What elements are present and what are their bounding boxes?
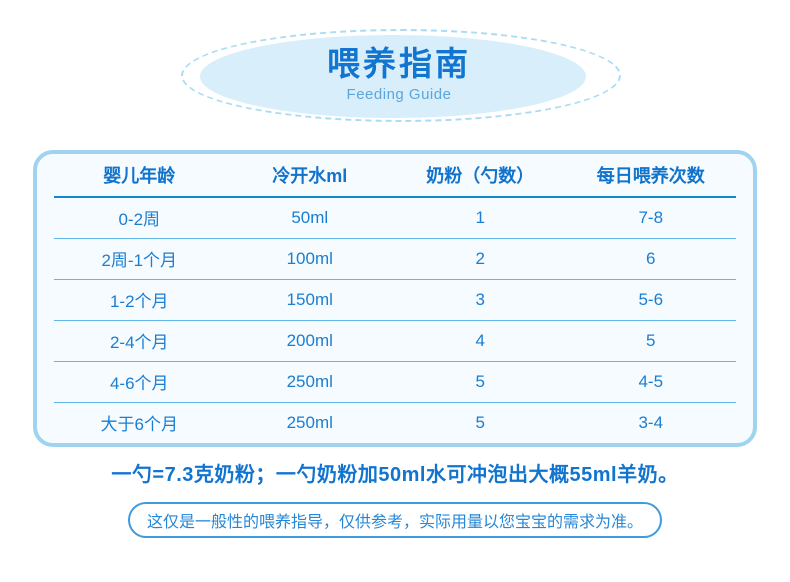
table-cell: 250ml: [286, 412, 333, 432]
table-cell: 4: [395, 320, 566, 362]
table-cell: 0-2周: [54, 197, 225, 239]
table-row: 2周-1个月 100ml 2 6: [54, 238, 736, 280]
table-cell: 5: [565, 320, 736, 362]
table-cell: 5: [395, 361, 566, 403]
table-row: 大于6个月 250ml 5 3-4: [54, 402, 736, 443]
table-cell: 4-6个月: [54, 361, 225, 403]
feeding-guide-table: 婴儿年龄 冷开水ml 奶粉（勺数） 每日喂养次数 0-2周 50ml 1 7-8 2周-…: [54, 154, 736, 443]
page-title: 喂养指南: [327, 45, 471, 82]
table-cell: 200ml: [224, 320, 395, 362]
table-cell: 1-2个月: [54, 279, 225, 321]
table-row: 2-4个月 200ml 4 5: [54, 320, 736, 362]
column-header-daily-feedings: 每日喂养次数: [565, 154, 736, 198]
table-cell: 1: [395, 197, 566, 239]
table-cell: 5-6: [565, 279, 736, 321]
scoop-conversion-statement: 一勺=7.3克奶粉；一勺奶粉加50ml水可冲泡出大概55ml羊奶。: [111, 464, 679, 486]
column-header-boiled-water: 冷开水ml: [224, 154, 395, 198]
feeding-guide-table-card: 婴儿年龄 冷开水ml 奶粉（勺数） 每日喂养次数 0-2周 50ml 1 7-8 2周-…: [33, 150, 757, 447]
table-cell: 3: [395, 279, 566, 321]
table-row: 1-2个月 150ml 3 5-6: [54, 279, 736, 321]
table-cell: 2: [395, 238, 566, 280]
table-cell: 2-4个月: [54, 320, 225, 362]
table-cell: 100ml: [224, 238, 395, 280]
table-cell: 150ml: [224, 279, 395, 321]
banner-ellipse-dashed-outline: [181, 29, 621, 122]
column-header-formula-scoops: 奶粉（勺数）: [395, 154, 566, 198]
table-cell: 3-4: [638, 412, 664, 432]
table-row: 0-2周 50ml 1 7-8: [54, 197, 736, 239]
table-cell: 大于6个月: [100, 415, 178, 435]
title-banner: 喂养指南 Feeding Guide: [175, 27, 623, 123]
table-cell: 6: [565, 238, 736, 280]
table-cell: 5: [475, 412, 485, 432]
table-body: 0-2周 50ml 1 7-8 2周-1个月 100ml 2 6 1-2个月 150ml 3 5-6 2…: [54, 197, 736, 443]
table-row: 4-6个月 250ml 5 4-5: [54, 361, 736, 403]
table-cell: 2周-1个月: [54, 238, 225, 280]
table-cell: 250ml: [224, 361, 395, 403]
table-header-row: 婴儿年龄 冷开水ml 奶粉（勺数） 每日喂养次数: [54, 154, 736, 198]
column-header-infant-age: 婴儿年龄: [54, 154, 225, 198]
page-subtitle: Feeding Guide: [346, 86, 452, 104]
table-cell: 7-8: [565, 197, 736, 239]
disclaimer-note: 这仅是一般性的喂养指导，仅供参考，实际用量以您宝宝的需求为准。: [128, 502, 662, 538]
table-cell: 4-5: [565, 361, 736, 403]
table-cell: 50ml: [224, 197, 395, 239]
